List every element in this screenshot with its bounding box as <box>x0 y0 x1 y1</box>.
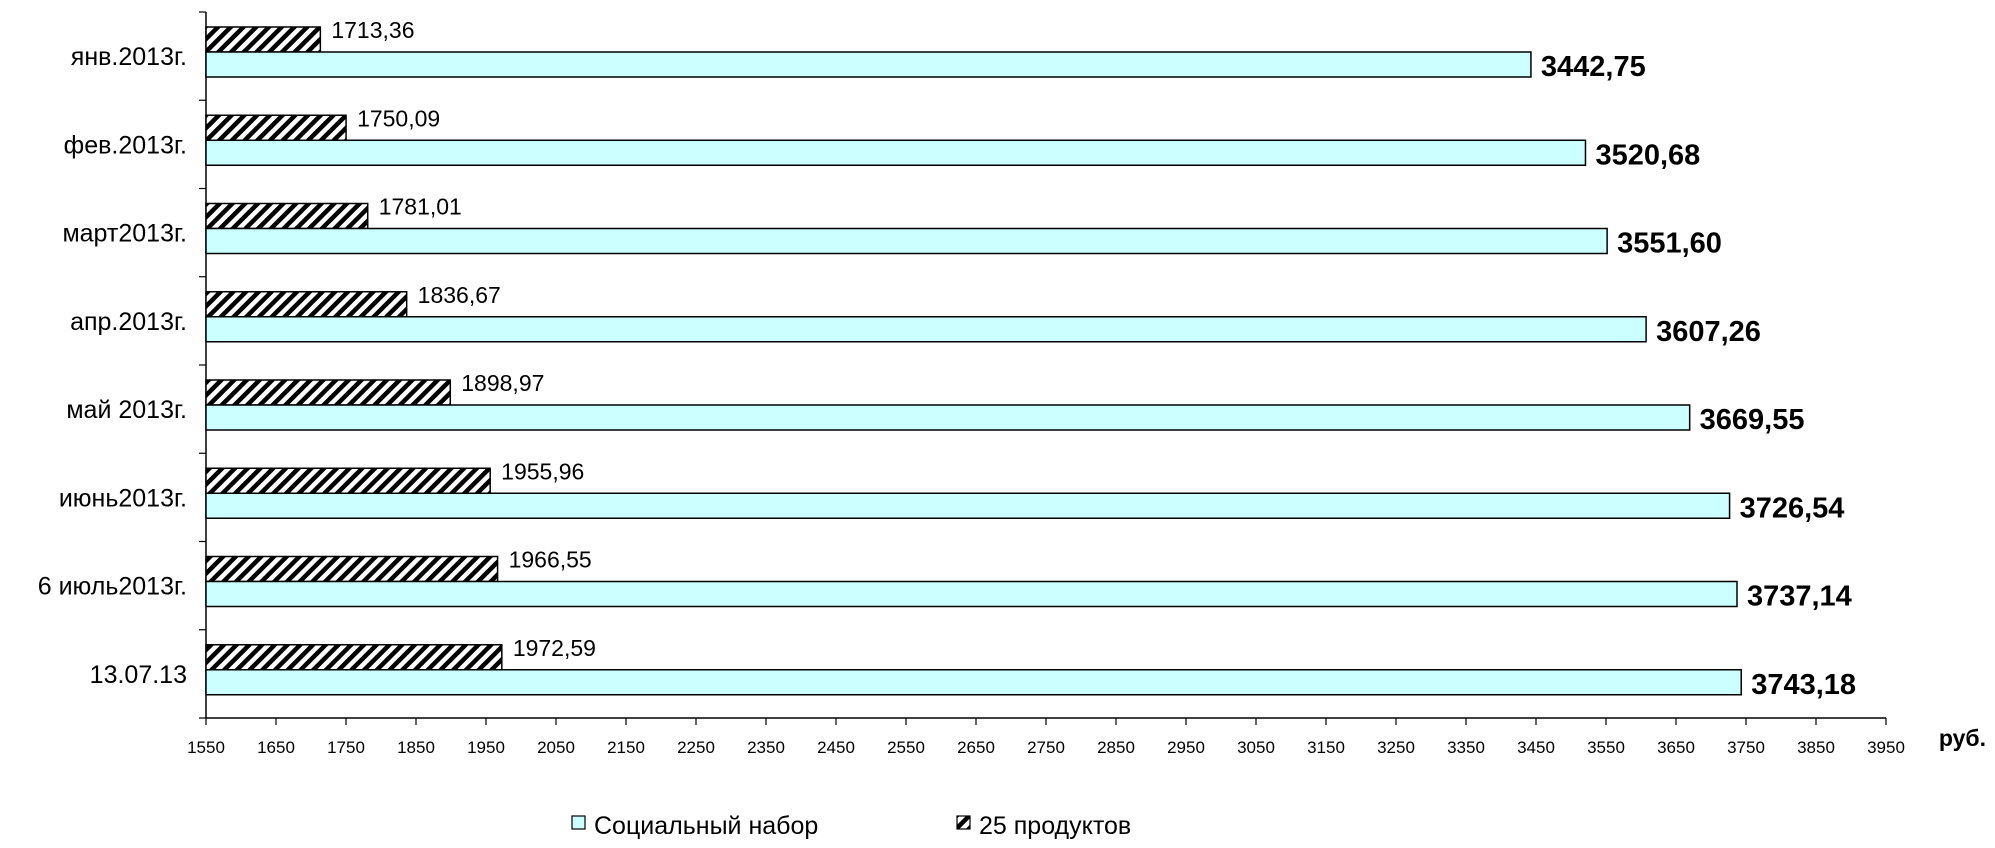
category-label: июнь2013г. <box>59 484 187 512</box>
x-tick-label: 2650 <box>957 738 995 757</box>
x-tick-label: 1950 <box>467 738 505 757</box>
legend-label-social-set: Социальный набор <box>594 812 818 840</box>
x-tick-label: 3250 <box>1377 738 1415 757</box>
x-tick-label: 3950 <box>1867 738 1905 757</box>
axes: 1550 1650 1750 1850 1950 2050 2150 2250 2350 2450… <box>187 11 1986 757</box>
data-label-social-set: 3442,75 <box>1541 51 1646 83</box>
category-label: янв.2013г. <box>71 43 187 71</box>
x-tick-label: 3150 <box>1307 738 1345 757</box>
bar-25-products <box>205 467 491 494</box>
bar-25-products <box>205 26 322 53</box>
x-tick-label: 2150 <box>607 738 645 757</box>
bar-social-set <box>205 227 1608 255</box>
x-unit-label: руб. <box>1939 725 1986 751</box>
x-tick-label: 3450 <box>1517 738 1555 757</box>
data-label-25-products: 1750,09 <box>357 105 440 131</box>
category-label: май 2013г. <box>66 396 187 424</box>
x-tick-label: 1550 <box>187 738 225 757</box>
x-tick-label: 2450 <box>817 738 855 757</box>
legend: Социальный набор 25 продуктов <box>571 812 1131 840</box>
legend-label-25-products: 25 продуктов <box>979 812 1131 840</box>
data-label-social-set: 3737,14 <box>1747 581 1852 613</box>
data-label-25-products: 1955,96 <box>501 458 584 484</box>
bar-25-products <box>205 555 499 583</box>
bar-social-set <box>205 492 1731 519</box>
category-label: март2013г. <box>62 220 187 248</box>
x-tick-label: 2850 <box>1097 738 1135 757</box>
bar-25-products <box>205 202 369 230</box>
bar-social-set <box>205 669 1742 696</box>
x-tick-label: 3850 <box>1797 738 1835 757</box>
bar-25-products <box>205 291 408 318</box>
bar-25-products <box>205 379 452 406</box>
bar-social-set <box>205 316 1647 343</box>
legend-swatch-social-set <box>571 815 586 830</box>
data-label-25-products: 1972,59 <box>513 635 596 661</box>
x-tick-label: 1650 <box>257 738 295 757</box>
data-label-social-set: 3743,18 <box>1751 669 1856 701</box>
x-tick-label: 2550 <box>887 738 925 757</box>
x-tick-label: 3350 <box>1447 738 1485 757</box>
bar-social-set <box>205 404 1691 431</box>
data-label-social-set: 3669,55 <box>1700 404 1805 436</box>
category-label: апр.2013г. <box>70 308 187 336</box>
legend-swatch-25-products <box>956 815 971 830</box>
data-label-25-products: 1836,67 <box>418 282 501 308</box>
data-label-social-set: 3726,54 <box>1740 492 1845 524</box>
bar-25-products <box>205 114 347 141</box>
data-label-25-products: 1713,36 <box>331 17 414 43</box>
labels: янв.2013г. 1713,36 3442,75 фев.2013г. 1750,0… <box>38 17 1856 701</box>
x-tick-label: 3550 <box>1587 738 1625 757</box>
bar-25-products <box>205 644 503 671</box>
category-label: 13.07.13 <box>90 661 187 689</box>
bar-social-set <box>205 51 1532 78</box>
category-label: 6 июль2013г. <box>38 573 187 601</box>
data-label-social-set: 3551,60 <box>1617 228 1722 260</box>
data-label-social-set: 3520,68 <box>1595 139 1700 171</box>
x-tick-label: 1850 <box>397 738 435 757</box>
data-label-25-products: 1781,01 <box>379 194 462 220</box>
x-tick-label: 3050 <box>1237 738 1275 757</box>
x-tick-label: 3650 <box>1657 738 1695 757</box>
x-tick-label: 2750 <box>1027 738 1065 757</box>
x-tick-label: 2350 <box>747 738 785 757</box>
data-label-25-products: 1898,97 <box>461 370 544 396</box>
bar-social-set <box>205 580 1738 608</box>
x-tick-label: 2250 <box>677 738 715 757</box>
x-tick-label: 2950 <box>1167 738 1205 757</box>
category-label: фев.2013г. <box>64 131 187 159</box>
data-label-25-products: 1966,55 <box>509 547 592 573</box>
x-tick-label: 2050 <box>537 738 575 757</box>
x-tick-label: 1750 <box>327 738 365 757</box>
bar-social-set <box>205 139 1587 166</box>
bars <box>205 26 1742 696</box>
x-tick-label: 3750 <box>1727 738 1765 757</box>
data-label-social-set: 3607,26 <box>1656 316 1761 348</box>
